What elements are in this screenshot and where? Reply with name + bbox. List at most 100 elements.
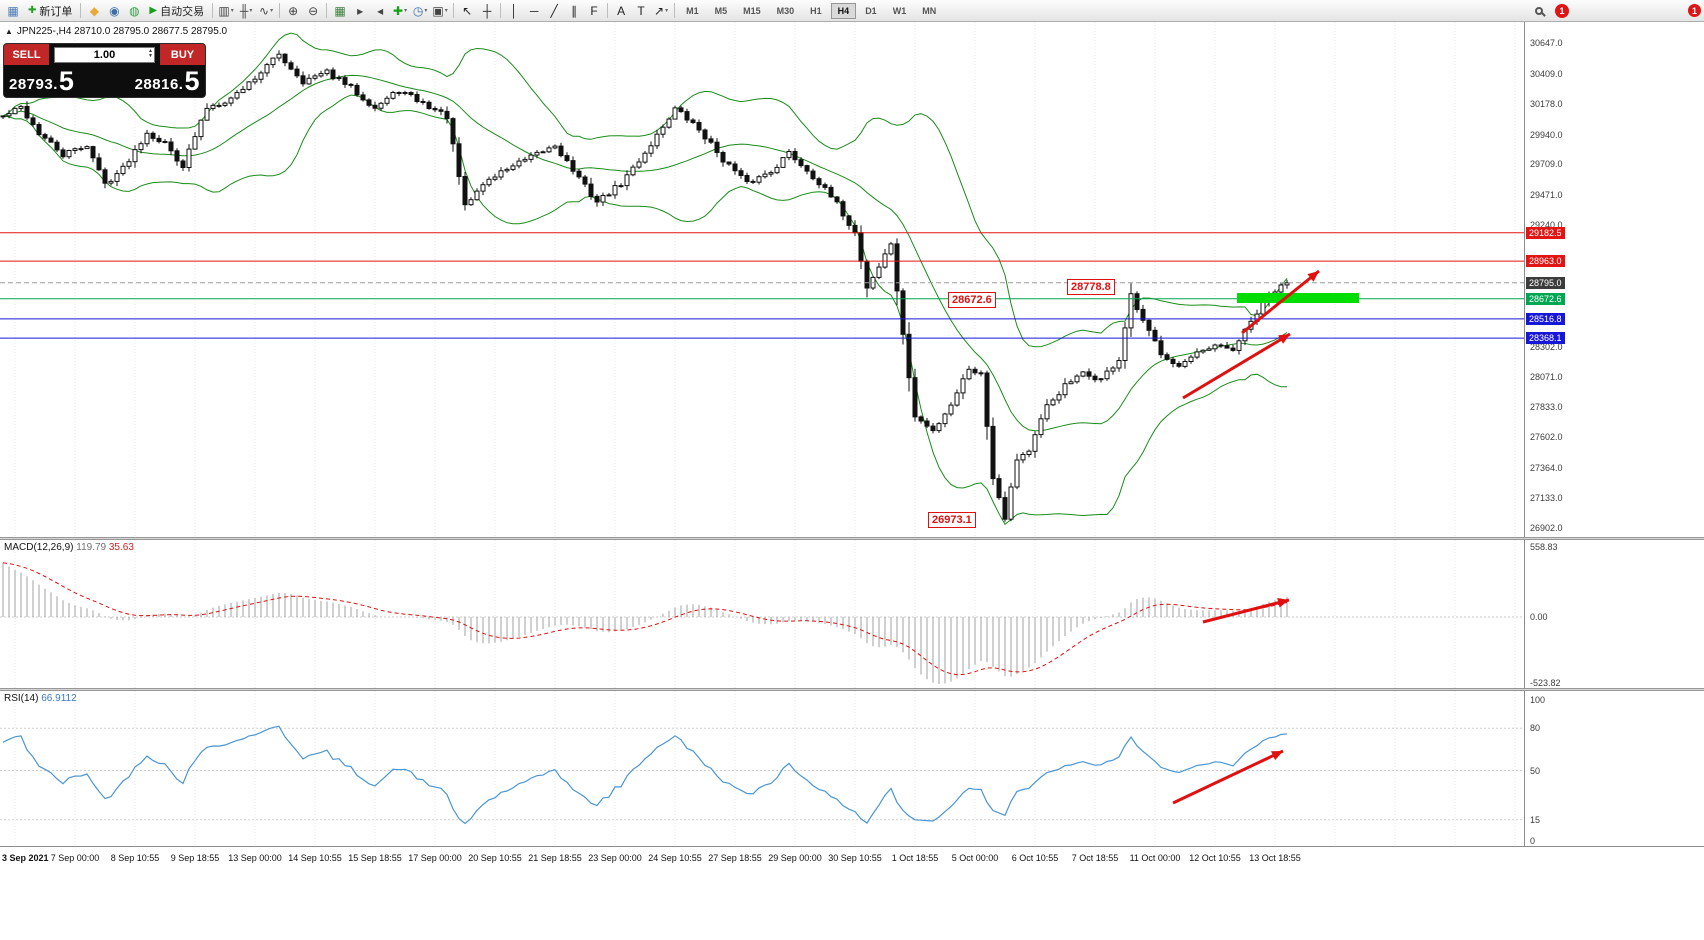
equidistant-channel-icon[interactable]: ∥: [571, 3, 578, 18]
volume-spin-buttons[interactable]: ▲ ▼: [148, 47, 153, 59]
status-badge[interactable]: 1: [1688, 4, 1701, 17]
price-annotation[interactable]: 28778.8: [1067, 279, 1115, 295]
time-tick: 5 Oct 00:00: [951, 853, 999, 863]
autotrading-button[interactable]: ▶ 自动交易: [149, 5, 205, 18]
price-tick: 30647.0: [1530, 38, 1563, 48]
time-tick: 3 Sep 2021: [2, 853, 49, 863]
zoom-in-icon[interactable]: ⊕: [288, 3, 299, 18]
price-tick: 29709.0: [1530, 159, 1563, 169]
chart-ohlc-text: JPN225-,H4 28710.0 28795.0 28677.5 28795…: [16, 26, 228, 37]
auto-scroll-icon[interactable]: ▸: [357, 3, 364, 18]
price-tick: 27602.0: [1530, 432, 1563, 442]
timeframe-M5-button[interactable]: M5: [714, 5, 728, 16]
price-tick: 28302.0: [1530, 342, 1563, 352]
price-tick: 28071.0: [1530, 372, 1563, 382]
price-line-label: 28672.6: [1526, 293, 1565, 305]
time-tick: 30 Sep 10:55: [828, 853, 882, 863]
rsi-scale-tick: 50: [1530, 766, 1541, 776]
indicators-icon[interactable]: ▣ ▾: [432, 3, 448, 18]
rsi-scale-tick: 0: [1530, 836, 1536, 846]
rsi-label: RSI(14) 66.9112: [4, 693, 77, 704]
new-order-button[interactable]: ✚ 新订单: [28, 5, 73, 18]
toolbar-separator: [674, 3, 676, 18]
text-label-icon[interactable]: T: [637, 3, 645, 18]
trendline-icon[interactable]: ╱: [550, 3, 558, 18]
time-tick: 7 Oct 18:55: [1071, 853, 1119, 863]
chart-shift-icon[interactable]: ◂: [377, 3, 384, 18]
macd-scale-tick: 0.00: [1530, 612, 1548, 622]
price-axis[interactable]: 30647.0 30409.0 30178.0 29940.0 29709.0 29471…: [1524, 22, 1704, 870]
macd-scale-tick: 558.83: [1530, 542, 1558, 552]
timeframe-W1-button[interactable]: W1: [892, 5, 907, 16]
text-icon[interactable]: A: [617, 3, 626, 18]
arrows-tool-icon[interactable]: ↗ ▾: [654, 3, 669, 18]
candlestick-mode-icon[interactable]: ╫ ▾: [239, 3, 253, 18]
horizontal-line-icon[interactable]: ─: [529, 3, 539, 18]
rsi-panel[interactable]: [0, 691, 1524, 846]
price-tick: 26902.0: [1530, 523, 1563, 533]
zoom-out-icon[interactable]: ⊖: [308, 3, 319, 18]
time-tick: 7 Sep 00:00: [50, 853, 100, 863]
search-icon[interactable]: [1531, 2, 1551, 20]
profiles-icon[interactable]: ◷ ▾: [412, 3, 428, 18]
volume-stepper[interactable]: 1.00 ▲ ▼: [54, 46, 155, 63]
one-click-collapse-icon[interactable]: ▲: [5, 27, 13, 36]
buy-price[interactable]: 28816. 5: [134, 65, 200, 96]
timeframe-H1-button[interactable]: H1: [810, 5, 822, 16]
price-tick: 27364.0: [1530, 463, 1563, 473]
notification-badge[interactable]: 1: [1555, 3, 1569, 18]
rsi-scale-tick: 15: [1530, 815, 1541, 825]
time-tick: 29 Sep 00:00: [768, 853, 822, 863]
sell-button[interactable]: SELL: [4, 44, 49, 65]
toolbar-separator: [607, 3, 609, 18]
toolbar-separator: [80, 3, 82, 18]
time-tick: 24 Sep 10:55: [648, 853, 702, 863]
crosshair-icon[interactable]: ┼: [482, 3, 492, 18]
price-line-label: 29182.5: [1526, 227, 1565, 239]
buy-button[interactable]: BUY: [160, 44, 205, 65]
timeframe-H4-button[interactable]: H4: [830, 2, 857, 19]
price-annotation[interactable]: 28672.6: [948, 292, 996, 308]
timeframe-MN-button[interactable]: MN: [922, 5, 937, 16]
panel-splitter[interactable]: [0, 688, 1704, 691]
vertical-line-icon[interactable]: │: [510, 3, 518, 18]
cursor-icon[interactable]: ↖: [462, 3, 473, 18]
toolbar-separator: [500, 3, 502, 18]
volume-value: 1.00: [93, 48, 116, 61]
toolbar-separator: [279, 3, 281, 18]
market-icon[interactable]: ◍: [129, 3, 140, 18]
timeframe-M1-button[interactable]: M1: [686, 5, 699, 16]
macd-panel[interactable]: [0, 540, 1524, 688]
main-chart[interactable]: [0, 22, 1524, 537]
panel-splitter[interactable]: [0, 537, 1704, 540]
community-icon[interactable]: ◉: [109, 3, 120, 18]
new-chart-icon[interactable]: ✚ ▾: [393, 3, 408, 18]
time-tick: 13 Sep 00:00: [228, 853, 282, 863]
time-axis[interactable]: 3 Sep 2021 7 Sep 00:00 8 Sep 10:55 9 Sep 18…: [0, 846, 1704, 872]
price-line-label: 28516.8: [1526, 313, 1565, 325]
tile-windows-icon[interactable]: ▦: [334, 3, 346, 18]
time-tick: 27 Sep 18:55: [708, 853, 762, 863]
price-tick: 29240.0: [1530, 220, 1563, 230]
timeframe-D1-button[interactable]: D1: [865, 5, 877, 16]
toolbar-separator: [453, 3, 455, 18]
price-annotation[interactable]: 26973.1: [928, 512, 976, 528]
charts-app-icon[interactable]: ▦: [7, 3, 19, 18]
line-chart-mode-icon[interactable]: ∿ ▾: [259, 3, 274, 18]
time-tick: 12 Oct 10:55: [1189, 853, 1241, 863]
sell-price[interactable]: 28793. 5: [9, 65, 75, 96]
time-tick: 17 Sep 00:00: [408, 853, 462, 863]
toolbar-separator: [212, 3, 214, 18]
fibonacci-icon[interactable]: F: [590, 3, 598, 18]
timeframe-M30-button[interactable]: M30: [776, 5, 795, 16]
metaquotes-icon[interactable]: ◆: [89, 3, 99, 18]
time-tick: 20 Sep 10:55: [468, 853, 522, 863]
price-tick: 29940.0: [1530, 130, 1563, 140]
bar-chart-mode-icon[interactable]: ▥ ▾: [218, 3, 234, 18]
timeframe-M15-button[interactable]: M15: [743, 5, 761, 16]
price-line-label: 28963.0: [1526, 255, 1565, 267]
one-click-trading-panel: SELL 1.00 ▲ ▼ BUY 28793. 5 28816. 5: [4, 44, 205, 97]
time-tick: 6 Oct 10:55: [1011, 853, 1059, 863]
price-tick: 30409.0: [1530, 69, 1563, 79]
